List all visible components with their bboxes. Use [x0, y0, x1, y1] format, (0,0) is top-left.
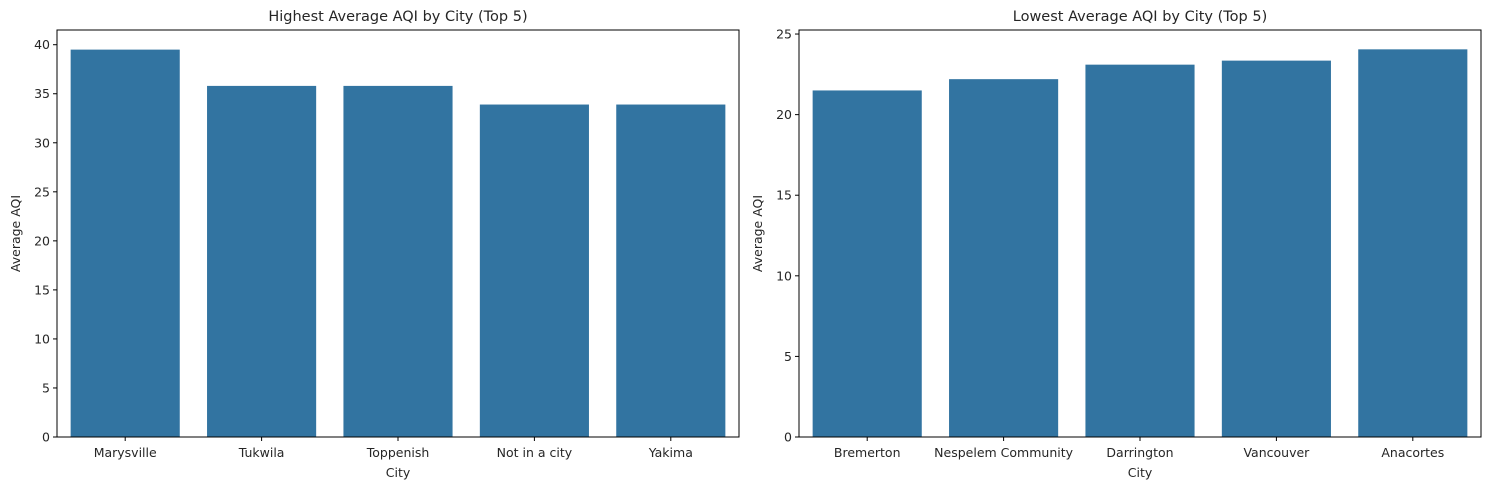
x-tick-label: Not in a city — [497, 445, 573, 460]
y-tick-label: 30 — [34, 135, 50, 150]
bar-nespelem-community — [949, 79, 1059, 437]
plot-frame — [56, 29, 740, 438]
x-ticks: Marysville Tukwila Toppenish Not in a city Y… — [94, 437, 693, 460]
x-tick-label: Yakima — [648, 445, 693, 460]
y-tick-label: 5 — [784, 349, 792, 364]
bar-group — [812, 49, 1468, 438]
y-tick-label: 10 — [776, 268, 792, 283]
bar-anacortes — [1358, 49, 1468, 437]
x-tick-label: Vancouver — [1243, 445, 1310, 460]
y-ticks: 0 5 10 15 20 25 30 35 40 — [34, 37, 57, 445]
y-axis-label: Average AQI — [8, 195, 23, 272]
x-tick-label: Tukwila — [238, 445, 285, 460]
y-tick-label: 5 — [42, 380, 50, 395]
chart-title: Lowest Average AQI by City (Top 5) — [1013, 9, 1267, 25]
x-tick-label: Darrington — [1106, 445, 1173, 460]
bar-vancouver — [1221, 60, 1331, 438]
x-axis-label: City — [1128, 465, 1153, 480]
y-tick-label: 25 — [776, 27, 792, 42]
x-tick-label: Bremerton — [834, 445, 901, 460]
y-tick-label: 0 — [42, 430, 50, 445]
x-tick-label: Anacortes — [1381, 445, 1444, 460]
x-tick-label: Nespelem Community — [934, 445, 1073, 460]
y-axis-label: Average AQI — [750, 195, 765, 272]
y-tick-label: 15 — [776, 188, 792, 203]
x-tick-label: Marysville — [94, 445, 157, 460]
y-tick-label: 20 — [34, 233, 50, 248]
y-ticks: 0 5 10 15 20 25 — [776, 27, 799, 445]
y-tick-label: 15 — [34, 282, 50, 297]
y-tick-label: 25 — [34, 184, 50, 199]
bar-tukwila — [207, 85, 317, 437]
x-ticks: Bremerton Nespelem Community Darrington Van… — [834, 437, 1444, 460]
x-axis-label: City — [386, 465, 411, 480]
y-tick-label: 0 — [784, 430, 792, 445]
y-tick-label: 40 — [34, 37, 50, 52]
bar-not-in-a-city — [479, 104, 589, 437]
y-tick-label: 10 — [34, 331, 50, 346]
bar-toppenish — [343, 85, 453, 437]
bar-darrington — [1085, 64, 1195, 437]
y-tick-label: 20 — [776, 107, 792, 122]
plot-frame — [798, 29, 1482, 438]
bar-yakima — [616, 104, 726, 437]
chart-title: Highest Average AQI by City (Top 5) — [268, 9, 527, 25]
y-tick-label: 35 — [34, 86, 50, 101]
bar-marysville — [70, 49, 180, 438]
x-tick-label: Toppenish — [366, 445, 430, 460]
chart-highest-aqi: Highest Average AQI by City (Top 5) Aver… — [8, 9, 740, 480]
chart-lowest-aqi: Lowest Average AQI by City (Top 5) Avera… — [750, 9, 1482, 480]
bar-group — [70, 49, 726, 438]
bar-bremerton — [812, 90, 922, 437]
